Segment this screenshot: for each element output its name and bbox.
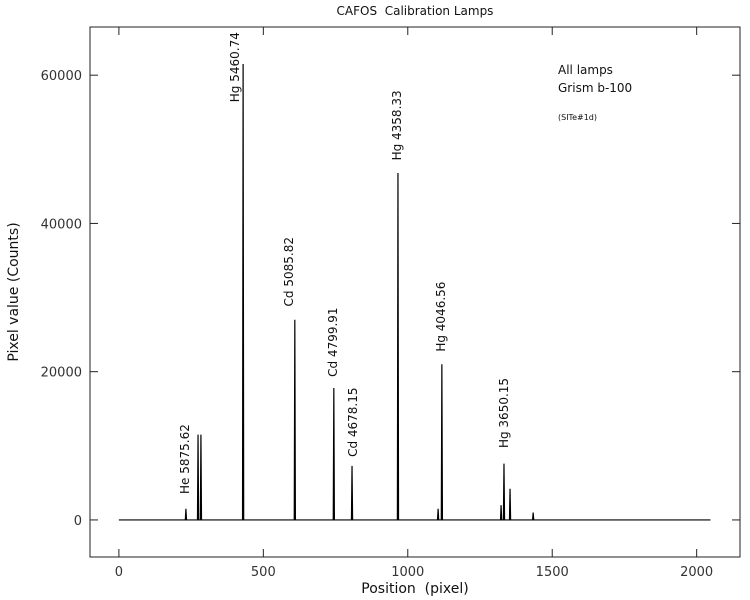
peak-label: Hg 4046.56 [434,282,448,352]
plot-frame [89,26,741,558]
peak-label: Cd 5085.82 [282,237,296,306]
x-tick-label: 500 [251,565,276,580]
y-tick-label: 0 [74,514,82,529]
note: All lamps [558,63,613,77]
y-tick-label: 20000 [41,366,82,381]
peak-label: Hg 5460.74 [228,32,242,102]
peak-label: Hg 3650.15 [497,378,511,448]
note: Grism b-100 [558,81,632,95]
peak-label: He 5875.62 [178,424,192,494]
x-axis-label: Position (pixel) [361,581,468,597]
spectrum-line [118,64,711,521]
x-tick-label: 1000 [391,565,424,580]
y-tick-label: 60000 [41,69,82,84]
chart-title: CAFOS Calibration Lamps [337,4,494,18]
y-axis-label: Pixel value (Counts) [6,222,22,361]
y-tick-label: 40000 [41,217,82,232]
peak-label: Cd 4678.15 [346,387,360,456]
peak-label: Cd 4799.91 [326,307,340,376]
note: (SITe#1d) [558,113,597,122]
x-tick-label: 1500 [536,565,569,580]
x-tick-label: 2000 [680,565,713,580]
peak-label: Hg 4358.33 [390,90,404,160]
x-tick-label: 0 [115,565,123,580]
